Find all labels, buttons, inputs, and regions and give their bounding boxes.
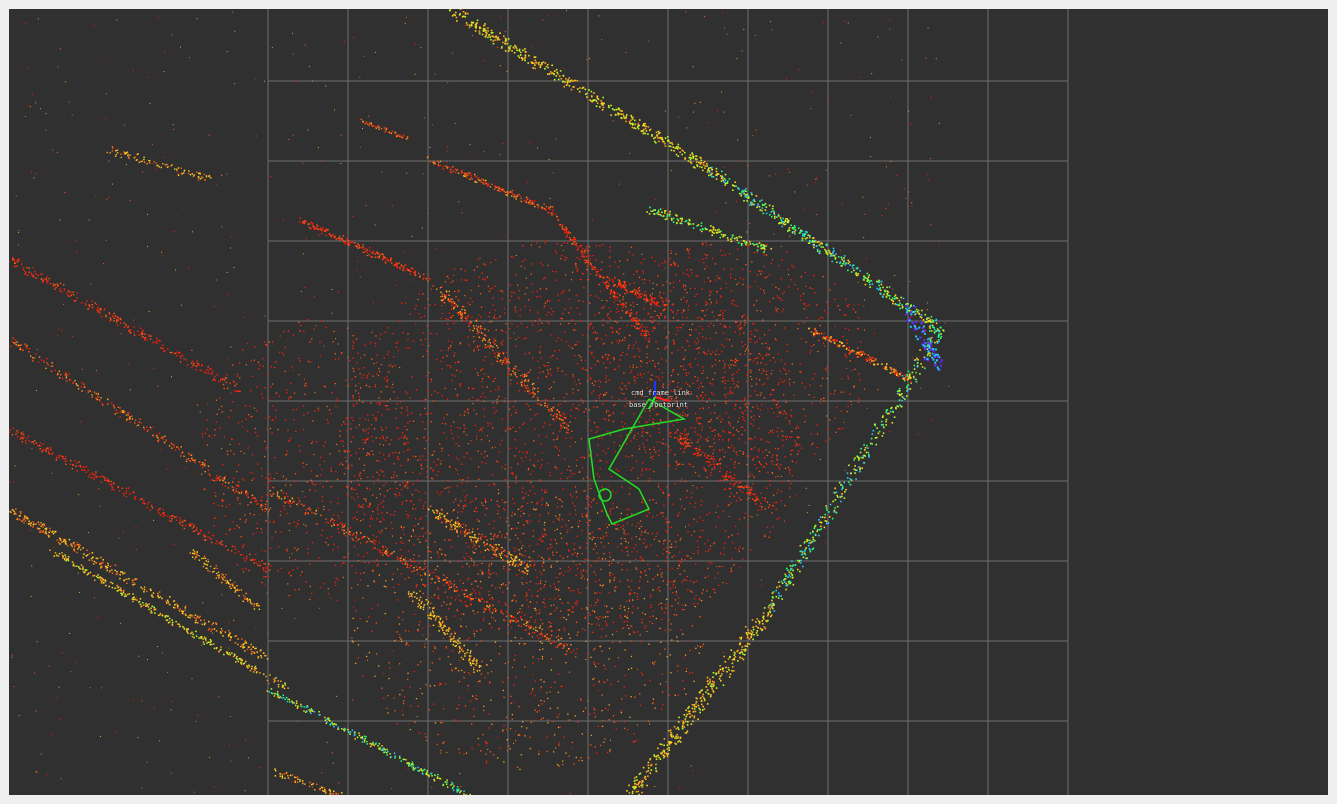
trajectory-marker bbox=[598, 488, 612, 502]
frame-label-cmd: cmd_frame_link bbox=[631, 389, 691, 397]
point-cloud-scene[interactable] bbox=[9, 9, 1328, 795]
frame-axis bbox=[648, 396, 656, 410]
frame-axis bbox=[654, 396, 670, 402]
frame-label-base: base_footprint bbox=[629, 401, 689, 409]
point-cloud bbox=[9, 9, 950, 795]
3d-viewport[interactable]: cmd_frame_link base_footprint bbox=[9, 9, 1328, 795]
trajectory-path bbox=[588, 398, 687, 525]
robot-trajectory bbox=[588, 398, 687, 525]
robot-frame-axes bbox=[648, 381, 670, 410]
